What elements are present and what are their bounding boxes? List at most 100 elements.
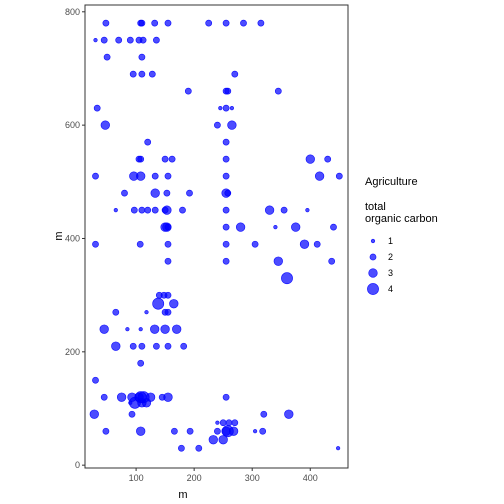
x-tick-label-400: 400	[303, 473, 318, 483]
legend-key-1	[370, 238, 376, 244]
data-point-98	[125, 327, 130, 332]
data-point-22	[184, 87, 192, 95]
data-point-52	[163, 189, 171, 197]
data-point-32	[227, 120, 237, 130]
data-point-60	[151, 206, 159, 214]
data-point-126	[128, 410, 136, 418]
data-point-12	[126, 36, 134, 44]
data-point-25	[274, 87, 282, 95]
data-point-59	[144, 206, 152, 214]
data-point-139	[219, 419, 227, 427]
data-point-66	[280, 206, 288, 214]
data-point-24	[224, 87, 232, 95]
axes: 100 200 300 400 0 200 400 600 800	[65, 4, 349, 483]
y-tick-label-400: 400	[65, 233, 80, 243]
x-tick-label-100: 100	[129, 473, 144, 483]
data-point-76	[92, 240, 99, 248]
data-point-146	[336, 446, 341, 451]
data-point-142	[208, 435, 218, 445]
data-point-101	[160, 324, 170, 334]
data-point-30	[100, 120, 110, 130]
data-point-103	[111, 341, 121, 351]
data-point-40	[305, 154, 315, 164]
data-point-44	[136, 171, 146, 181]
data-point-41	[324, 155, 332, 163]
data-point-67	[305, 208, 310, 213]
data-point-72	[235, 222, 246, 232]
data-point-100	[150, 324, 160, 334]
data-point-7	[240, 19, 247, 27]
data-point-119	[163, 392, 173, 402]
legend-label-3: 3	[388, 268, 393, 278]
data-point-15	[153, 36, 160, 44]
data-point-64	[222, 206, 230, 214]
data-point-26	[93, 104, 101, 112]
data-point-147	[253, 429, 258, 434]
data-point-141	[231, 419, 239, 427]
legend-label-1: 1	[388, 236, 393, 246]
data-point-58	[138, 206, 146, 214]
data-point-27	[218, 105, 223, 111]
data-point-74	[291, 222, 301, 232]
data-point-57	[130, 206, 138, 214]
data-point-110	[92, 376, 99, 384]
data-point-80	[251, 240, 259, 248]
data-point-102	[172, 324, 182, 334]
data-point-85	[273, 256, 283, 266]
data-point-71	[222, 223, 230, 231]
data-point-91	[152, 297, 165, 310]
data-point-79	[222, 240, 230, 248]
data-point-0	[102, 19, 110, 27]
data-point-82	[313, 240, 321, 248]
data-point-16	[103, 53, 111, 61]
data-point-83	[164, 257, 172, 265]
data-point-8	[257, 19, 265, 27]
legend-label-2: 2	[388, 252, 393, 262]
data-point-132	[186, 427, 194, 435]
data-point-42	[92, 172, 99, 180]
data-point-18	[129, 70, 137, 78]
data-point-104	[129, 342, 137, 350]
legend-key-2	[369, 253, 377, 261]
data-point-4	[164, 19, 172, 27]
data-point-70	[164, 223, 172, 231]
data-point-131	[171, 427, 178, 435]
plot-border	[84, 4, 349, 469]
data-point-120	[222, 393, 230, 401]
legend-key-3	[368, 268, 378, 278]
data-point-36	[137, 155, 145, 163]
data-point-2	[138, 19, 146, 27]
y-tick-label-600: 600	[65, 120, 80, 130]
data-point-34	[222, 138, 230, 146]
plot-area	[89, 19, 343, 452]
data-point-29	[229, 105, 234, 111]
data-point-48	[314, 171, 325, 181]
data-point-94	[144, 310, 149, 315]
data-point-51	[150, 188, 160, 198]
data-point-33	[144, 138, 152, 146]
data-point-90	[164, 291, 172, 299]
data-point-108	[180, 342, 188, 350]
y-tick-label-800: 800	[65, 7, 80, 17]
data-point-78	[164, 240, 172, 248]
legend-heading: Agriculture	[365, 176, 418, 188]
data-point-138	[215, 420, 220, 425]
data-point-125	[89, 409, 99, 419]
data-point-77	[136, 240, 144, 248]
data-point-31	[214, 121, 221, 129]
data-point-109	[137, 359, 145, 367]
data-point-56	[113, 208, 118, 213]
data-point-21	[231, 70, 239, 78]
data-point-6	[222, 19, 230, 27]
data-point-63	[179, 206, 186, 214]
data-point-96	[164, 308, 172, 316]
data-point-10	[100, 36, 108, 44]
data-point-93	[112, 308, 120, 316]
data-point-17	[138, 53, 146, 61]
legend: Agriculture total organic carbon 1 2 3 4	[365, 176, 438, 295]
y-tick-label-0: 0	[75, 460, 80, 470]
data-point-46	[164, 172, 172, 180]
data-point-140	[225, 419, 233, 427]
data-point-11	[115, 36, 123, 44]
